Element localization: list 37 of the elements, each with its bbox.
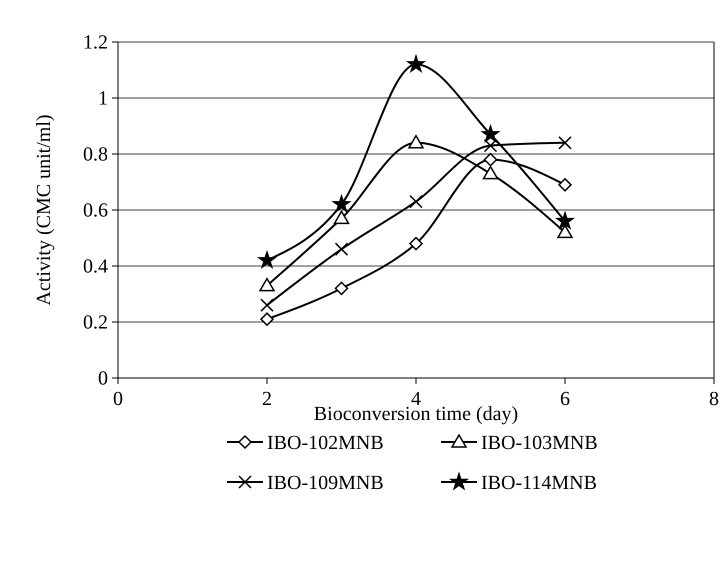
- point: [558, 178, 572, 192]
- point: [482, 166, 498, 180]
- x-tick-label: 4: [411, 388, 421, 410]
- legend-label: IBO-103MNB: [481, 432, 598, 454]
- point: [557, 224, 573, 238]
- y-tick-label: 0.4: [83, 255, 108, 278]
- x-tick-label: 2: [262, 388, 272, 410]
- point: [260, 298, 274, 312]
- point: [258, 250, 276, 268]
- point: [334, 282, 348, 296]
- y-tick-label: 0.6: [83, 199, 108, 222]
- point: [481, 124, 500, 142]
- y-tick-label: 0: [98, 367, 108, 390]
- point: [558, 136, 572, 150]
- legend-label: IBO-102MNB: [267, 432, 384, 454]
- x-tick-label: 8: [709, 388, 719, 410]
- y-tick-label: 1.2: [83, 31, 108, 54]
- point: [484, 152, 498, 166]
- legend-label: IBO-114MNB: [481, 472, 597, 494]
- point: [259, 278, 275, 292]
- legend-label: IBO-109MNB: [267, 472, 384, 494]
- y-tick-label: 0.8: [83, 143, 108, 166]
- y-tick-label: 1: [98, 87, 108, 110]
- point: [406, 54, 426, 72]
- y-tick-label: 0.2: [83, 311, 108, 334]
- x-tick-label: 0: [113, 388, 123, 410]
- point: [332, 194, 351, 212]
- point: [556, 212, 574, 229]
- point: [334, 242, 348, 256]
- point: [334, 210, 350, 224]
- point: [260, 312, 274, 326]
- point: [409, 194, 423, 208]
- point: [484, 138, 498, 152]
- point: [409, 236, 423, 250]
- point: [408, 135, 424, 149]
- y-axis-title: Activity (CMC unit/ml): [33, 114, 55, 306]
- x-tick-label: 6: [560, 388, 570, 410]
